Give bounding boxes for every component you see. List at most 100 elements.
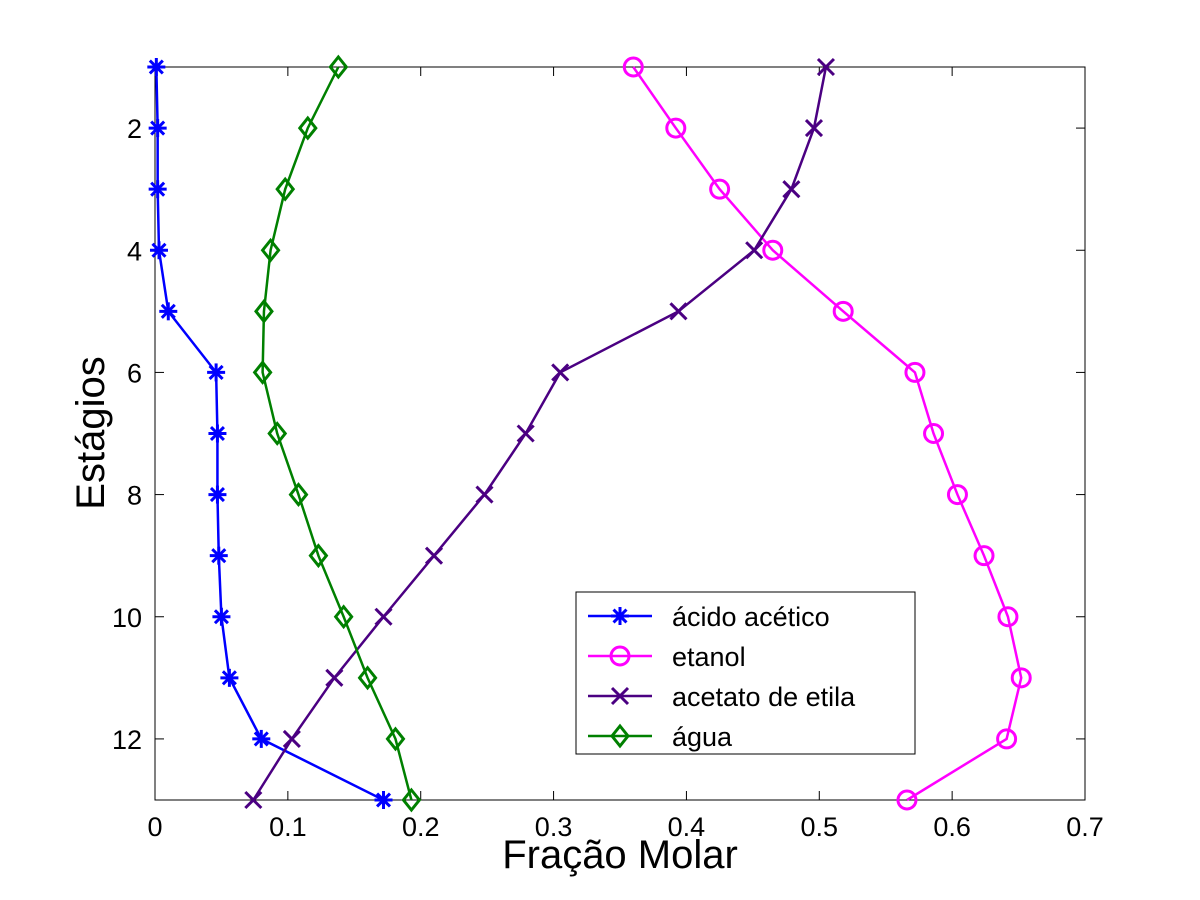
x-stroke [282,729,301,748]
x-tick-label: 0.2 [402,812,440,842]
data-point-acetato-de-etila [325,668,344,687]
y-tick-label: 4 [127,236,142,266]
y-tick-label: 10 [112,603,142,633]
data-point-acido-acetico [208,424,227,443]
data-point-etanol [665,117,687,139]
data-point-etanol [996,728,1018,750]
data-point-agua [252,360,273,385]
y-tick-label: 8 [127,481,142,511]
data-point-acetato-de-etila [745,241,764,260]
data-point-agua [288,482,309,507]
data-point-acido-acetico [209,546,228,565]
legend-label: água [672,722,733,752]
series-group [147,54,1032,813]
data-point-agua [328,54,349,80]
data-point-agua [254,298,274,324]
data-point-agua [357,665,378,691]
x-tick-label: 0.3 [535,812,573,842]
x-tick-label: 0.1 [269,812,307,842]
asterisk-stroke [150,181,166,197]
data-point-agua [401,787,422,813]
data-point-acido-acetico [149,241,168,260]
series-etanol [622,56,1032,811]
x-tick-label: 0.4 [668,812,706,842]
data-point-acido-acetico [148,119,167,138]
y-tick-label: 2 [127,114,142,144]
axis-ticks: 0 0.1 0.2 0.3 0.4 0.5 0.6 0.7 2 4 6 8 10 12 [112,67,1104,842]
asterisk-stroke [208,364,224,380]
legend-box [575,591,916,755]
asterisk-stroke [253,731,269,747]
x-stroke [816,57,835,77]
series-line-etanol [632,66,1023,802]
legend-marker [610,686,630,706]
data-point-agua [333,604,354,630]
x-stroke [516,424,535,443]
asterisk-stroke [209,487,225,503]
data-point-acido-acetico [208,485,227,504]
x-tick-label: 0.7 [1066,812,1104,842]
series-acido-acetico [147,58,393,809]
data-point-acido-acetico [220,668,239,687]
x-stroke [745,241,764,260]
x-stroke [782,180,801,199]
asterisk-stroke [612,608,628,624]
asterisk-stroke [150,120,166,136]
data-point-etanol [622,56,644,78]
data-point-acetato-de-etila [551,363,570,382]
legend-label: etanol [672,642,746,672]
x-stroke [424,546,444,565]
asterisk-stroke [211,548,227,564]
data-point-acido-acetico [252,729,271,748]
x-stroke [374,607,393,626]
data-point-acido-acetico [147,58,166,76]
asterisk-stroke [375,792,392,808]
y-axis-title: Estágios [69,356,113,509]
data-point-etanol [832,300,854,322]
data-point-etanol [904,361,926,383]
data-point-acido-acetico [148,180,167,199]
data-point-acido-acetico [207,363,226,382]
asterisk-stroke [213,609,229,625]
legend-marker [609,645,631,667]
data-point-acido-acetico [212,607,231,626]
legend-marker [611,607,629,625]
x-tick-label: 0.5 [801,812,839,842]
asterisk-stroke [209,425,225,442]
legend: ácido acético etanol acetato de etila água [575,591,916,755]
data-point-acido-acetico [374,791,393,809]
x-axis-title: Fração Molar [502,833,738,877]
x-stroke [669,302,688,321]
x-stroke [610,686,630,706]
legend-label: acetato de etila [672,682,856,712]
data-point-etanol [896,789,918,811]
x-tick-label: 0.6 [933,812,971,842]
data-point-acetato-de-etila [782,180,801,199]
x-stroke [804,119,824,138]
x-stroke [325,668,344,687]
x-stroke [244,790,263,810]
data-point-etanol [1010,667,1032,689]
data-point-acido-acetico [159,302,178,321]
data-point-acetato-de-etila [244,790,263,810]
legend-label: ácido acético [672,602,830,632]
asterisk-stroke [221,670,237,686]
series-line-agua [261,66,413,801]
data-point-etanol [923,423,945,444]
asterisk-stroke [160,303,176,319]
data-point-agua [297,115,318,141]
data-point-etanol [997,606,1019,628]
data-point-agua [275,176,296,202]
data-point-agua [260,237,281,263]
series-acetato-de-etila [244,57,835,810]
data-point-acetato-de-etila [282,729,301,748]
asterisk-stroke [148,59,164,75]
series-agua [252,54,422,813]
data-point-acetato-de-etila [816,57,835,77]
legend-marker [610,723,630,749]
data-point-acetato-de-etila [669,302,688,321]
x-tick-label: 0 [147,812,162,842]
data-point-etanol [973,545,995,567]
data-point-agua [385,726,406,752]
